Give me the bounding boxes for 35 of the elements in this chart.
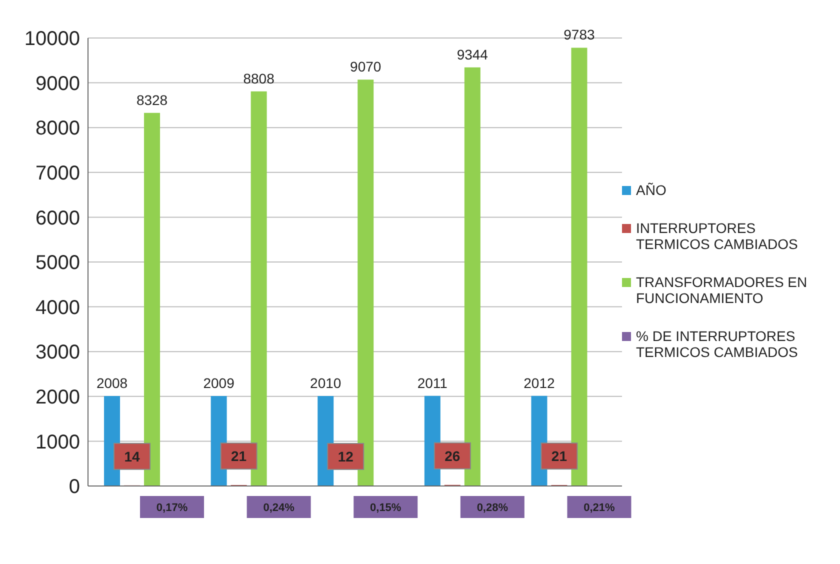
data-label: 0,28% (476, 502, 508, 514)
y-tick-label: 9000 (36, 72, 80, 95)
data-label: 0,17% (156, 502, 188, 514)
y-tick-label: 6000 (36, 207, 80, 230)
data-label: 0,21% (584, 502, 616, 514)
data-label: 21 (551, 448, 568, 464)
legend-label: TRANSFORMADORES EN FUNCIONAMIENTO (636, 274, 808, 306)
data-label: 12 (338, 448, 354, 464)
y-tick-label: 0 (68, 476, 80, 498)
y-tick-label: 5000 (36, 252, 80, 274)
data-label: 0,15% (370, 502, 402, 514)
y-tick-label: 8000 (36, 118, 80, 140)
data-label: 2009 (203, 374, 235, 391)
data-label: 9344 (456, 46, 488, 62)
data-label: 8328 (136, 92, 168, 108)
y-tick-label: 2000 (36, 386, 80, 408)
data-label: 14 (124, 448, 140, 464)
data-label: 0,24% (263, 502, 295, 514)
data-label: 9783 (564, 26, 595, 43)
y-tick-label: 3000 (36, 342, 80, 364)
data-label: 2010 (310, 374, 342, 391)
legend-label: % DE INTERRUPTORES TERMICOS CAMBIADOS (636, 328, 799, 360)
data-label: 2011 (417, 374, 448, 391)
legend-label: AÑO (636, 182, 666, 198)
data-label: 8808 (243, 70, 275, 86)
legend-label: INTERRUPTORES TERMICOS CAMBIADOS (636, 220, 799, 252)
y-tick-label: 10000 (24, 28, 80, 50)
y-tick-label: 7000 (36, 162, 80, 184)
y-tick-label: 4000 (36, 296, 80, 319)
data-label: 9070 (350, 58, 382, 75)
data-label: 26 (444, 448, 460, 464)
data-label: 2008 (96, 375, 128, 392)
data-label: 21 (231, 448, 247, 464)
data-label: 2012 (524, 374, 555, 391)
y-tick-label: 1000 (36, 431, 80, 454)
